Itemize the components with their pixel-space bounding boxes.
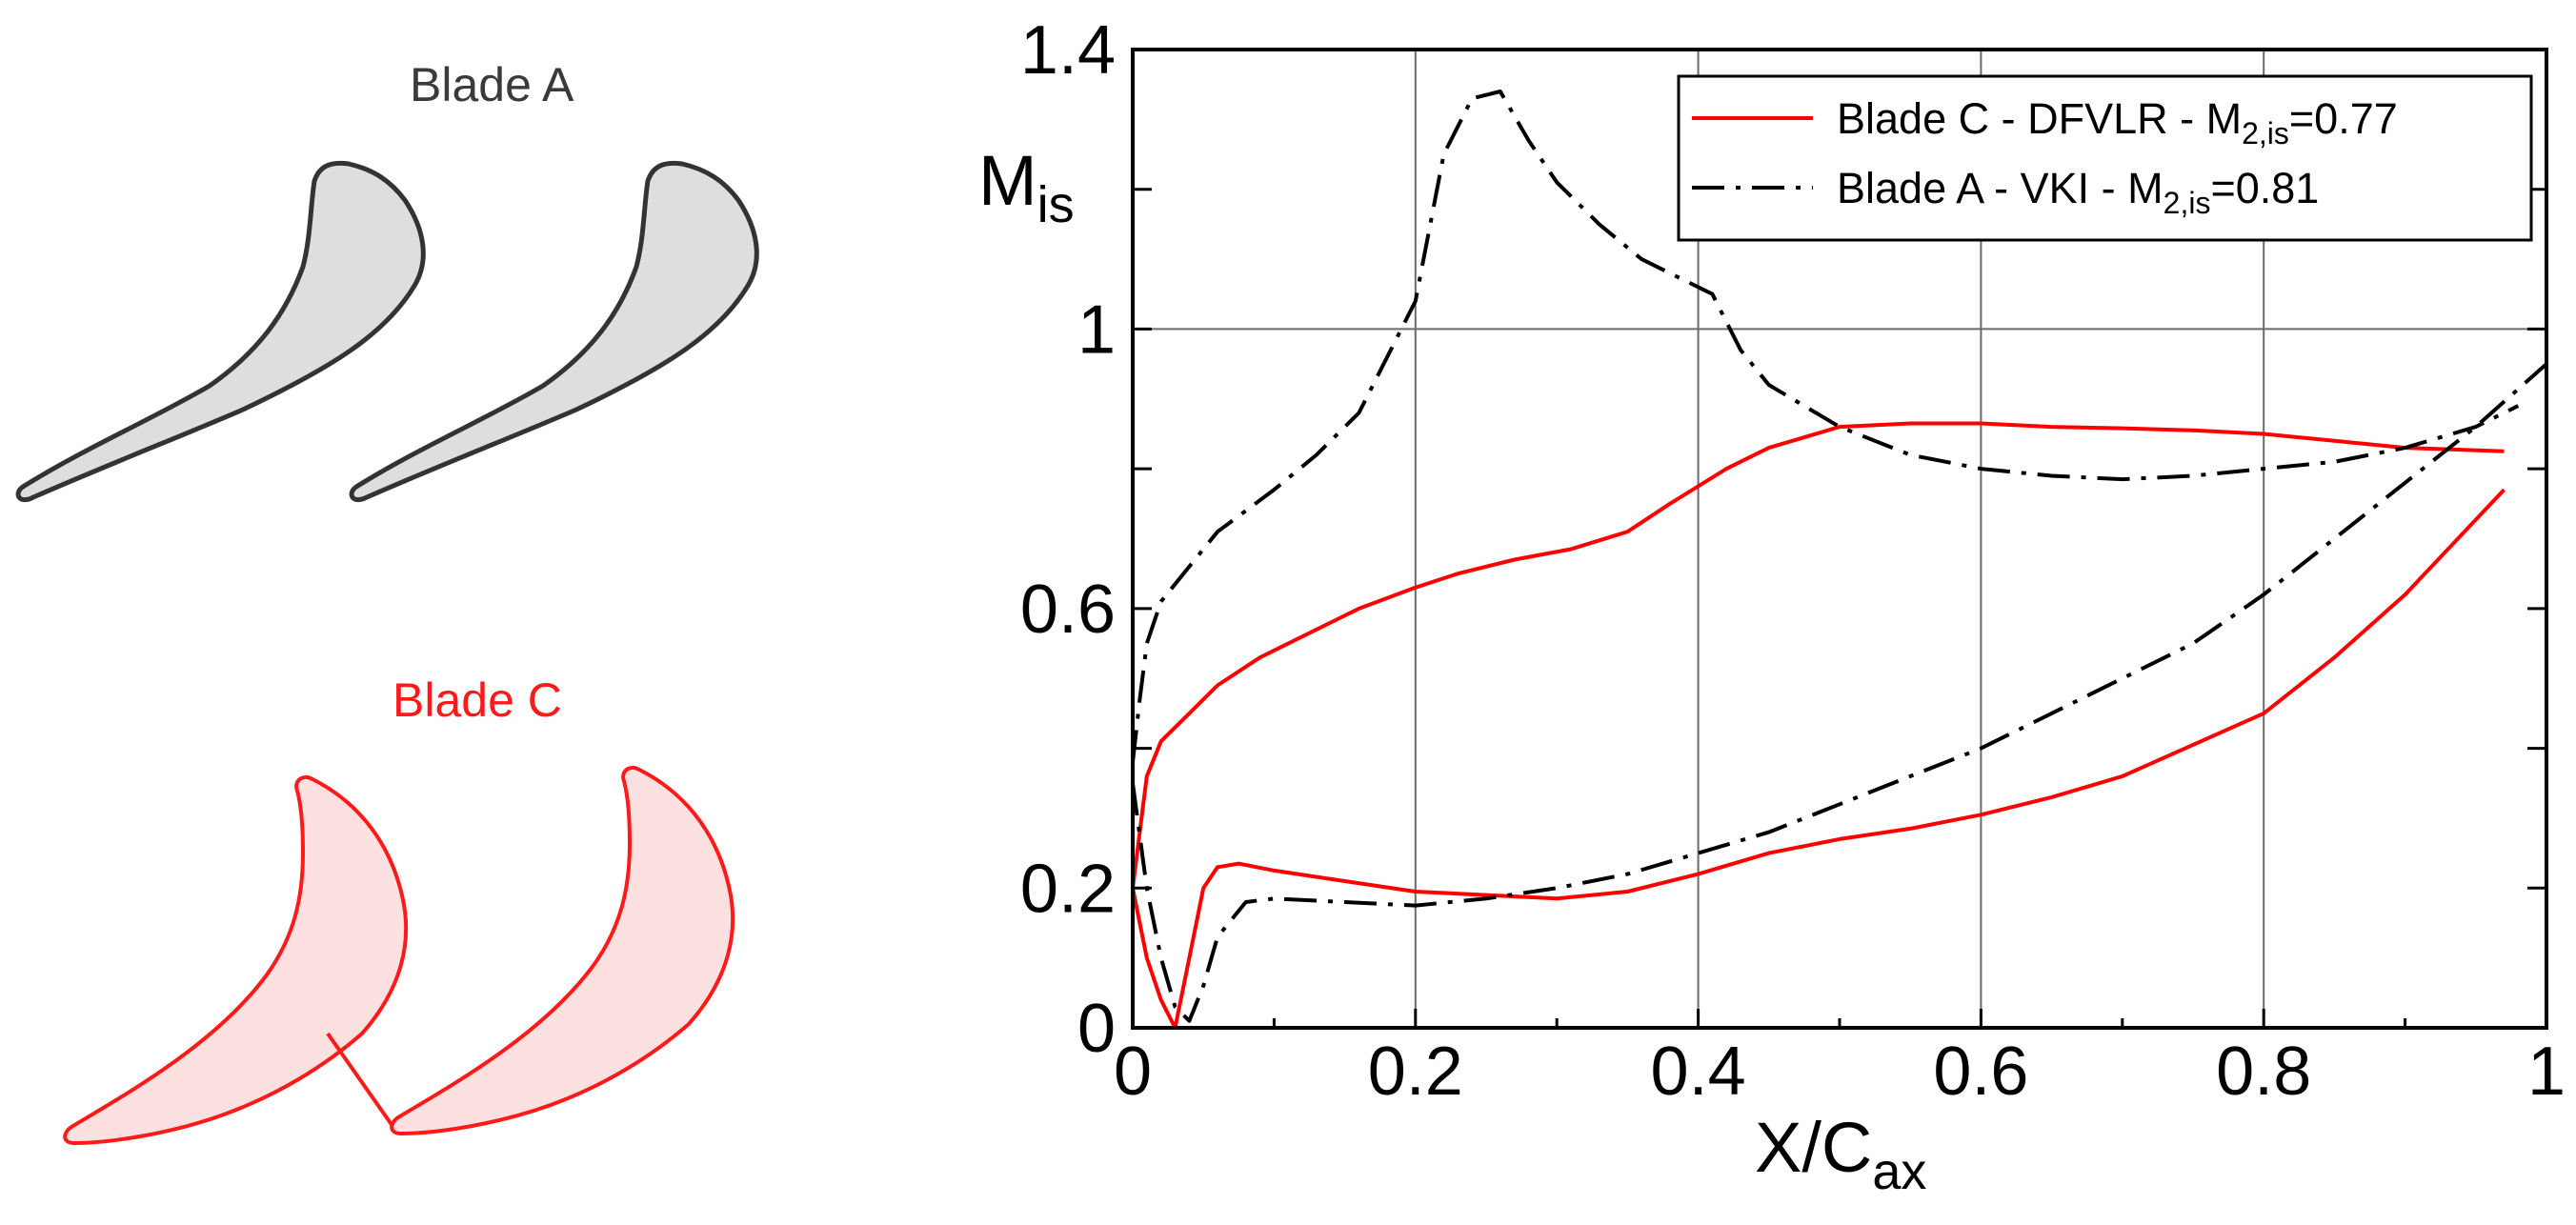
x-tick-label-4: 0.8 — [2216, 1034, 2311, 1110]
y-axis-label-subscript: is — [1037, 176, 1075, 233]
x-tick-label-3: 0.6 — [1933, 1034, 2028, 1110]
blade-a-right-profile — [349, 160, 759, 503]
blade-c-left-profile — [63, 774, 409, 1146]
y-tick-label-2: 0.6 — [1020, 572, 1116, 648]
y-tick-label-1: 0.2 — [1020, 851, 1116, 927]
legend-entry-blade-c-name: Blade C - DFVLR - M — [1837, 94, 2242, 143]
y-tick-label-0: 0 — [1077, 991, 1116, 1067]
legend-box — [1677, 74, 2533, 242]
y-axis-label-main: M — [978, 141, 1037, 220]
series-0-curve-0 — [1131, 421, 2505, 889]
legend-entry-blade-a: Blade A - VKI - M2,is=0.81 — [1837, 164, 2319, 220]
x-axis-label-subscript: ax — [1872, 1143, 1926, 1200]
y-tick-label-4: 1.4 — [1020, 12, 1116, 89]
y-axis-label: Mis — [978, 141, 1075, 233]
legend-entry-blade-a-name: Blade A - VKI - M — [1837, 164, 2163, 212]
blade-c-profiles — [63, 765, 735, 1146]
axis-tick-labels: 0 0.2 0.4 0.6 0.8 1 0 0.2 0.6 1 1.4 — [1020, 12, 2566, 1110]
blade-profiles-panel: Blade A Blade C — [0, 0, 1029, 1225]
data-curves — [1131, 90, 2548, 1030]
legend: Blade C - DFVLR - M2,is=0.77 Blade A - V… — [1677, 74, 2533, 242]
legend-entry-blade-c: Blade C - DFVLR - M2,is=0.77 — [1837, 94, 2398, 151]
x-tick-label-2: 0.4 — [1651, 1034, 1746, 1110]
x-tick-label-0: 0 — [1114, 1034, 1152, 1110]
blade-c-label: Blade C — [392, 673, 562, 727]
y-tick-label-3: 1 — [1077, 291, 1116, 368]
x-tick-label-5: 1 — [2527, 1034, 2566, 1110]
blade-a-profiles — [15, 160, 759, 503]
series-1-curve-0 — [1131, 90, 2520, 763]
blade-c-throat-line — [326, 1032, 394, 1128]
blade-c-right-profile — [390, 765, 735, 1136]
blade-a-left-profile — [15, 160, 426, 503]
x-axis-label-main: X/C — [1755, 1108, 1872, 1187]
series-1-curve-1 — [1131, 362, 2548, 1023]
x-tick-label-1: 0.2 — [1368, 1034, 1463, 1110]
legend-entry-blade-a-subscript: 2,is — [2163, 186, 2211, 220]
series-0-curve-1 — [1131, 488, 2506, 1030]
blade-a-label: Blade A — [410, 58, 574, 111]
legend-entry-blade-c-subscript: 2,is — [2242, 116, 2289, 151]
x-axis-label: X/Cax — [1755, 1108, 1926, 1200]
legend-entry-blade-c-value: =0.77 — [2289, 94, 2398, 143]
axis-ticks — [1131, 48, 2548, 1030]
legend-entry-blade-a-value: =0.81 — [2210, 164, 2319, 212]
mach-number-chart: 0 0.2 0.4 0.6 0.8 1 0 0.2 0.6 1 1.4 Mis X/Cax Blad… — [978, 12, 2566, 1200]
